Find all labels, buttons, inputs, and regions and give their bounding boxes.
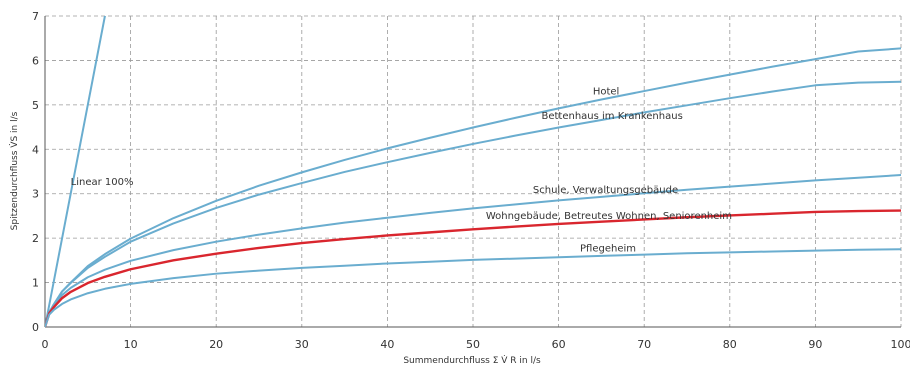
y-tick-label: 3 <box>32 188 39 201</box>
x-tick-label: 0 <box>42 338 49 351</box>
x-tick-label: 100 <box>891 338 910 351</box>
series-label-6: Pflegeheim <box>580 243 636 254</box>
series-label-2: Hotel <box>593 87 620 98</box>
series-layer <box>45 16 901 327</box>
series-label-4: Schule, Verwaltungsgebäude <box>533 185 678 196</box>
label-layer: Linear 100% Hotel Bettenhaus im Krankenhau… <box>71 87 732 255</box>
y-tick-label: 5 <box>32 99 39 112</box>
y-tick-label: 2 <box>32 232 39 245</box>
axis-layer: 0 10 20 30 40 50 60 70 80 90 100 0 1 2 3 4 5 6 7 <box>32 10 910 351</box>
grid-layer <box>45 15 902 327</box>
x-tick-label: 80 <box>723 338 737 351</box>
y-tick-label: 1 <box>32 277 39 290</box>
series-label-1: Linear 100% <box>71 177 134 188</box>
y-tick-label: 6 <box>32 54 39 67</box>
y-tick-label: 4 <box>32 143 39 156</box>
x-tick-label: 30 <box>295 338 309 351</box>
y-tick-label: 0 <box>32 321 39 334</box>
series-line-5 <box>45 209 901 327</box>
x-tick-label: 60 <box>552 338 566 351</box>
x-tick-label: 40 <box>380 338 394 351</box>
series-line-6 <box>45 248 901 327</box>
series-label-5: Wohngebäude, Betreutes Wohnen, Seniorenh… <box>486 211 732 222</box>
series-line-1 <box>45 16 106 327</box>
y-axis-title: Spitzendurchfluss V̇S in l/s <box>8 111 20 230</box>
x-axis-title: Summendurchfluss Σ V̇ R in l/s <box>403 354 541 366</box>
x-tick-label: 90 <box>808 338 822 351</box>
series-line-3 <box>45 80 901 327</box>
series-line-4 <box>45 174 901 327</box>
x-tick-label: 70 <box>637 338 651 351</box>
x-tick-label: 20 <box>209 338 223 351</box>
x-tick-label: 50 <box>466 338 480 351</box>
y-tick-label: 7 <box>32 10 39 23</box>
series-label-3: Bettenhaus im Krankenhaus <box>541 111 682 122</box>
x-tick-label: 10 <box>124 338 138 351</box>
